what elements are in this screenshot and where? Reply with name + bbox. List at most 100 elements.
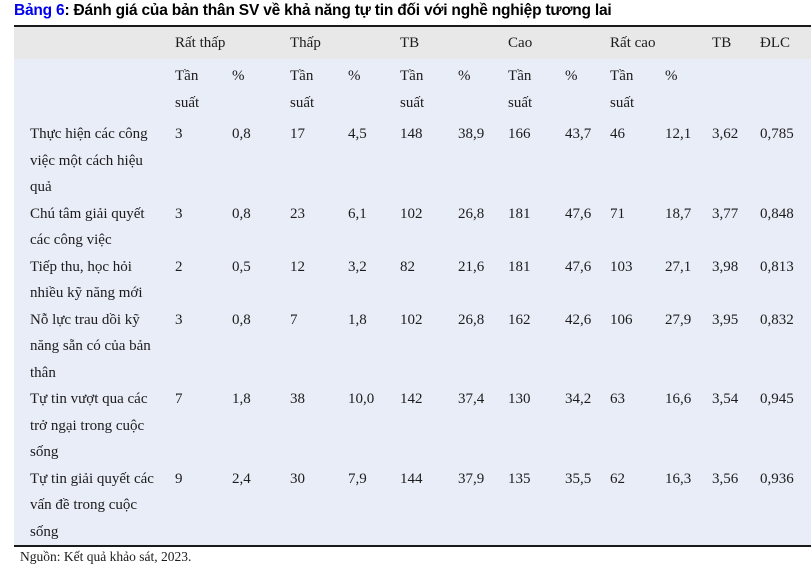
cell-pct: 0,5 (232, 253, 290, 307)
cell-freq: 3 (175, 200, 232, 254)
cell-mean: 3,98 (712, 253, 761, 307)
freq-subheader: Tần suất (400, 59, 459, 121)
cell-mean: 3,95 (712, 306, 761, 386)
table-row: Tự tin vượt qua các trở ngại trong cuộc … (14, 386, 811, 466)
level-header: Rất thấp (175, 26, 290, 59)
freq-subheader: Tần suất (175, 59, 232, 121)
cell-pct: 47,6 (565, 200, 611, 254)
level-header: TB (400, 26, 509, 59)
cell-pct: 37,4 (458, 386, 509, 466)
level-header: Cao (508, 26, 611, 59)
cell-freq: 7 (290, 306, 348, 386)
cell-pct: 1,8 (232, 386, 290, 466)
cell-freq: 102 (400, 306, 459, 386)
data-table: Rất thấp Thấp TB Cao Rất cao TB ĐLC Tần … (14, 25, 811, 547)
cell-freq: 181 (508, 200, 566, 254)
table-row: Chú tâm giải quyết các công việc 3 0,8 2… (14, 200, 811, 254)
subheader-corner-cell (14, 59, 175, 121)
pct-subheader: % (348, 59, 401, 121)
cell-pct: 43,7 (565, 121, 611, 201)
cell-sd: 0,945 (760, 386, 811, 466)
cell-freq: 63 (610, 386, 666, 466)
row-label: Nỗ lực trau dồi kỹ năng sẵn có của bản t… (14, 306, 175, 386)
cell-freq: 62 (610, 465, 666, 546)
cell-pct: 27,9 (665, 306, 713, 386)
cell-sd: 0,936 (760, 465, 811, 546)
cell-pct: 47,6 (565, 253, 611, 307)
pct-subheader: % (232, 59, 290, 121)
level-header: Rất cao (610, 26, 713, 59)
cell-freq: 130 (508, 386, 566, 466)
cell-freq: 162 (508, 306, 566, 386)
cell-pct: 34,2 (565, 386, 611, 466)
cell-freq: 181 (508, 253, 566, 307)
cell-pct: 3,2 (348, 253, 401, 307)
cell-freq: 135 (508, 465, 566, 546)
sd-header: ĐLC (760, 26, 811, 59)
cell-freq: 166 (508, 121, 566, 201)
cell-pct: 26,8 (458, 306, 509, 386)
cell-mean: 3,56 (712, 465, 761, 546)
cell-freq: 82 (400, 253, 459, 307)
cell-mean: 3,62 (712, 121, 761, 201)
table-row: Nỗ lực trau dồi kỹ năng sẵn có của bản t… (14, 306, 811, 386)
cell-pct: 35,5 (565, 465, 611, 546)
cell-pct: 26,8 (458, 200, 509, 254)
cell-pct: 0,8 (232, 306, 290, 386)
cell-pct: 38,9 (458, 121, 509, 201)
cell-pct: 16,6 (665, 386, 713, 466)
row-label: Tự tin vượt qua các trở ngại trong cuộc … (14, 386, 175, 466)
cell-pct: 27,1 (665, 253, 713, 307)
cell-pct: 42,6 (565, 306, 611, 386)
source-note: Nguồn: Kết quả khảo sát, 2023. (20, 549, 192, 564)
cell-freq: 7 (175, 386, 232, 466)
header-corner-cell (14, 26, 175, 59)
cell-freq: 148 (400, 121, 459, 201)
row-label: Thực hiện các công việc một cách hiệu qu… (14, 121, 175, 201)
cell-freq: 30 (290, 465, 348, 546)
cell-sd: 0,813 (760, 253, 811, 307)
cell-freq: 17 (290, 121, 348, 201)
cell-freq: 3 (175, 121, 232, 201)
pct-subheader: % (458, 59, 509, 121)
table-row: Tiếp thu, học hỏi nhiều kỹ năng mới 2 0,… (14, 253, 811, 307)
cell-pct: 7,9 (348, 465, 401, 546)
row-label: Chú tâm giải quyết các công việc (14, 200, 175, 254)
page-title: Bảng 6: Đánh giá của bản thân SV về khả … (14, 2, 612, 20)
cell-mean: 3,54 (712, 386, 761, 466)
cell-pct: 0,8 (232, 121, 290, 201)
cell-freq: 23 (290, 200, 348, 254)
cell-freq: 46 (610, 121, 666, 201)
row-label: Tự tin giải quyết các vấn đề trong cuộc … (14, 465, 175, 546)
freq-subheader: Tần suất (508, 59, 566, 121)
cell-freq: 9 (175, 465, 232, 546)
cell-pct: 2,4 (232, 465, 290, 546)
cell-pct: 12,1 (665, 121, 713, 201)
empty-subheader (760, 59, 811, 121)
cell-pct: 16,3 (665, 465, 713, 546)
cell-freq: 144 (400, 465, 459, 546)
cell-pct: 0,8 (232, 200, 290, 254)
cell-freq: 106 (610, 306, 666, 386)
pct-subheader: % (665, 59, 713, 121)
cell-pct: 1,8 (348, 306, 401, 386)
pct-subheader: % (565, 59, 611, 121)
cell-freq: 38 (290, 386, 348, 466)
cell-pct: 4,5 (348, 121, 401, 201)
cell-mean: 3,77 (712, 200, 761, 254)
cell-sd: 0,832 (760, 306, 811, 386)
cell-pct: 6,1 (348, 200, 401, 254)
cell-sd: 0,848 (760, 200, 811, 254)
cell-freq: 12 (290, 253, 348, 307)
empty-subheader (712, 59, 761, 121)
table-title-text: : Đánh giá của bản thân SV về khả năng t… (64, 2, 612, 19)
freq-subheader: Tần suất (610, 59, 666, 121)
level-header: Thấp (290, 26, 401, 59)
cell-freq: 103 (610, 253, 666, 307)
cell-pct: 37,9 (458, 465, 509, 546)
table-row: Tự tin giải quyết các vấn đề trong cuộc … (14, 465, 811, 546)
cell-pct: 10,0 (348, 386, 401, 466)
cell-freq: 142 (400, 386, 459, 466)
freq-subheader: Tần suất (290, 59, 348, 121)
